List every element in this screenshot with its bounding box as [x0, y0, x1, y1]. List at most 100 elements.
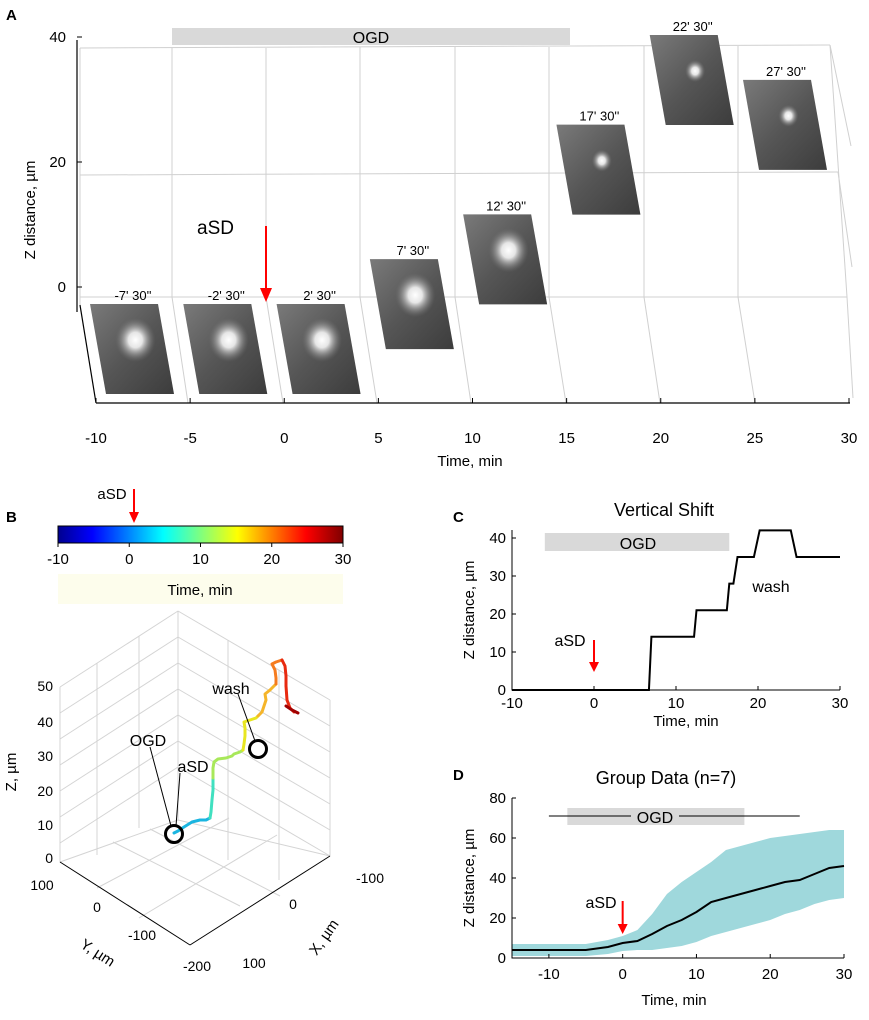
panel-b-xtick: 100: [242, 955, 266, 971]
panel-d-ytick: 80: [489, 790, 506, 807]
frame-label: 7' 30'': [396, 243, 429, 258]
frame-label: -2' 30'': [208, 288, 245, 303]
panel-d-ytick: 60: [489, 830, 506, 847]
wash-pointer: [237, 693, 256, 742]
panel-d-xlabel: Time, min: [641, 992, 706, 1009]
colorbar-label-bg: [58, 574, 343, 604]
panel-a-ztick: 40: [49, 29, 66, 46]
panel-a-xtick: 10: [464, 430, 481, 447]
panel-a-ylabel: Z distance, µm: [22, 161, 39, 260]
panel-a-xtick: 25: [747, 430, 764, 447]
trajectory-segment: [172, 816, 212, 835]
wash-marker: [248, 739, 268, 759]
panel-c-series-line: [512, 529, 840, 691]
panel-c-xtick: 20: [750, 695, 767, 712]
panel-a-asd-arrow: [260, 226, 272, 302]
panel-c-ytick: 20: [489, 606, 506, 623]
colorbar-tick: 0: [125, 551, 133, 568]
panel-a-zticks: [77, 36, 82, 288]
panel-b-xlabel: X, µm: [306, 916, 343, 958]
panel-c-ogd-label: OGD: [620, 536, 656, 553]
panel-c-asd-arrowhead: [589, 662, 599, 672]
panel-b-letter: B: [6, 509, 17, 526]
frame-image: [463, 214, 548, 305]
panel-c-title: Vertical Shift: [614, 500, 714, 520]
panel-b-asd-point-label: aSD: [177, 759, 208, 776]
panel-c-ytick: 10: [489, 644, 506, 661]
trajectory-segment: [270, 658, 284, 686]
panel-b-ztick: 50: [37, 678, 53, 694]
panel-a-xtick: 20: [652, 430, 669, 447]
panel-a-xticks: -10 -5 0 5 10 15 20 25 30: [85, 398, 857, 447]
colorbar-tick: 20: [263, 551, 280, 568]
frame-image: [743, 79, 827, 170]
panel-a-xtick: 5: [374, 430, 382, 447]
panel-c-letter: C: [453, 509, 464, 526]
panel-d-xtick: 20: [762, 966, 779, 983]
panel-a-letter: A: [6, 7, 17, 24]
panel-d-ylabel: Z distance, µm: [461, 829, 478, 928]
panel-b-ztick: 0: [45, 850, 53, 866]
panel-c-xtick: 0: [590, 695, 598, 712]
panel-a-frames: -7' 30'' -2' 30'' 2' 30'' 7' 30'' 12' 30'' 17…: [90, 19, 827, 394]
panel-c-ogd-bar: [544, 533, 730, 551]
frame-label: 2' 30'': [303, 288, 336, 303]
panel-b-asd-label: aSD: [97, 486, 126, 503]
panel-d-title: Group Data (n=7): [596, 768, 737, 788]
panel-c-ytick: 40: [489, 530, 506, 547]
panel-b-axes: [59, 855, 331, 946]
panel-b-ytick: 0: [93, 899, 101, 915]
panel-a-3d-timeline: OGD 40 20 0 Z distance, µm -10 -5 0 5 10 15 20…: [22, 19, 857, 470]
panel-d-asd-arrowhead: [617, 924, 628, 934]
panel-d-xtick: 30: [836, 966, 853, 983]
panel-b-asd-arrow: [129, 489, 139, 523]
colorbar-label: Time, min: [167, 582, 232, 599]
panel-b-ylabel: Y, µm: [77, 936, 118, 971]
panel-c-wash-label: wash: [751, 579, 789, 596]
panel-d-ogd-label-bg: [631, 809, 679, 824]
frame-label: 12' 30'': [486, 198, 526, 213]
frame-image: [276, 304, 361, 394]
panel-d-xtick: -10: [538, 966, 560, 983]
panel-d-ytick: 20: [489, 910, 506, 927]
panel-d-mean-line: [512, 865, 845, 951]
frame-image: [183, 304, 268, 394]
panel-a-xtick: 30: [841, 430, 858, 447]
panel-c-ytick: 30: [489, 568, 506, 585]
asd-pointer: [175, 772, 181, 827]
frame-label: 17' 30'': [579, 109, 619, 124]
panel-d-ytick: 0: [498, 950, 506, 967]
panel-b-ytick: -100: [128, 927, 156, 943]
panel-b-zlabel: Z, µm: [3, 753, 20, 792]
panel-a-ogd-label: OGD: [353, 30, 389, 47]
panel-c-xtick: 30: [832, 695, 849, 712]
trajectory-segment: [284, 704, 300, 715]
panel-b-ytick: -200: [183, 958, 211, 974]
frame-image: [369, 259, 454, 350]
panel-d-xtick: 0: [618, 966, 626, 983]
panel-d-chart: Group Data (n=7) OGD -10 0 10 20 30 0 20 40 60 80 Ti…: [461, 768, 852, 1009]
panel-b-xtick: -100: [356, 870, 384, 886]
trajectory: [172, 658, 300, 835]
panel-a-xtick: 0: [280, 430, 288, 447]
frame-label: 22' 30'': [673, 19, 713, 34]
panel-c-xtick: -10: [501, 695, 523, 712]
ogd-pointer: [149, 746, 172, 827]
ogd-marker: [164, 824, 184, 844]
panel-b-ztick: 10: [37, 817, 53, 833]
panel-d-error-band: [512, 830, 844, 956]
frame-image: [649, 35, 734, 125]
colorbar: [57, 525, 344, 544]
trajectory-segment: [208, 776, 215, 820]
colorbar-ticks: -10 0 10 20 30: [47, 543, 351, 568]
panel-a-ztick: 20: [49, 154, 66, 171]
panel-d-asd-label: aSD: [585, 895, 616, 912]
panel-b-xtick: 0: [289, 896, 297, 912]
panel-c-xtick: 10: [668, 695, 685, 712]
panel-b-grid: [59, 610, 331, 919]
panel-c-axes: [511, 530, 840, 691]
frame-image: [556, 124, 641, 215]
panel-a-ztick: 0: [58, 279, 66, 296]
